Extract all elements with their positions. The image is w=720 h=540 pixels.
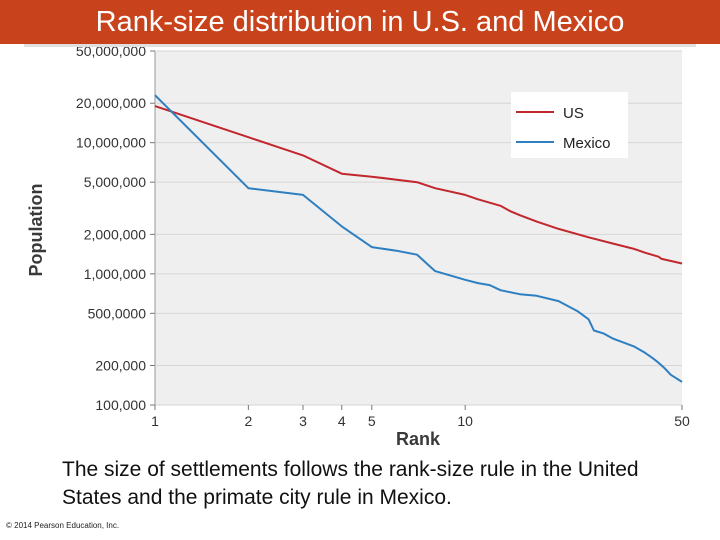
x-tick-label: 10 xyxy=(457,413,473,429)
x-axis-label: Rank xyxy=(396,429,441,449)
series-line-mexico xyxy=(154,94,683,383)
caption-text: The size of settlements follows the rank… xyxy=(62,458,639,509)
legend-label-us: US xyxy=(563,105,584,122)
legend-box xyxy=(511,92,628,158)
y-tick-label: 1,000,000 xyxy=(84,266,146,282)
y-tick-label: 500,0000 xyxy=(88,305,147,321)
x-tick-label: 5 xyxy=(368,413,376,429)
y-tick-label: 200,000 xyxy=(95,358,146,374)
x-tick-label: 3 xyxy=(299,413,307,429)
x-tick-label: 2 xyxy=(244,413,252,429)
title-bar xyxy=(0,0,720,44)
copyright-text: © 2014 Pearson Education, Inc. xyxy=(6,521,120,530)
series-line-us xyxy=(154,105,683,265)
y-tick-label: 50,000,000 xyxy=(76,47,146,59)
x-tick-label: 50 xyxy=(674,413,690,429)
y-tick-label: 2,000,000 xyxy=(84,226,146,242)
legend-label-mexico: Mexico xyxy=(563,135,611,152)
y-tick-label: 5,000,000 xyxy=(84,174,146,190)
x-tick-label: 1 xyxy=(151,413,159,429)
y-tick-label: 10,000,000 xyxy=(76,135,146,151)
y-tick-label: 20,000,000 xyxy=(76,95,146,111)
slide-title: Rank-size distribution in U.S. and Mexic… xyxy=(95,6,625,38)
rank-size-chart: 100,000 200,000 500,0000 1,000,000 2,000,000… xyxy=(26,47,690,449)
x-tick-label: 4 xyxy=(338,413,346,429)
title-underline xyxy=(24,44,696,47)
y-tick-label: 100,000 xyxy=(95,397,146,413)
y-axis-label: Population xyxy=(26,184,46,277)
